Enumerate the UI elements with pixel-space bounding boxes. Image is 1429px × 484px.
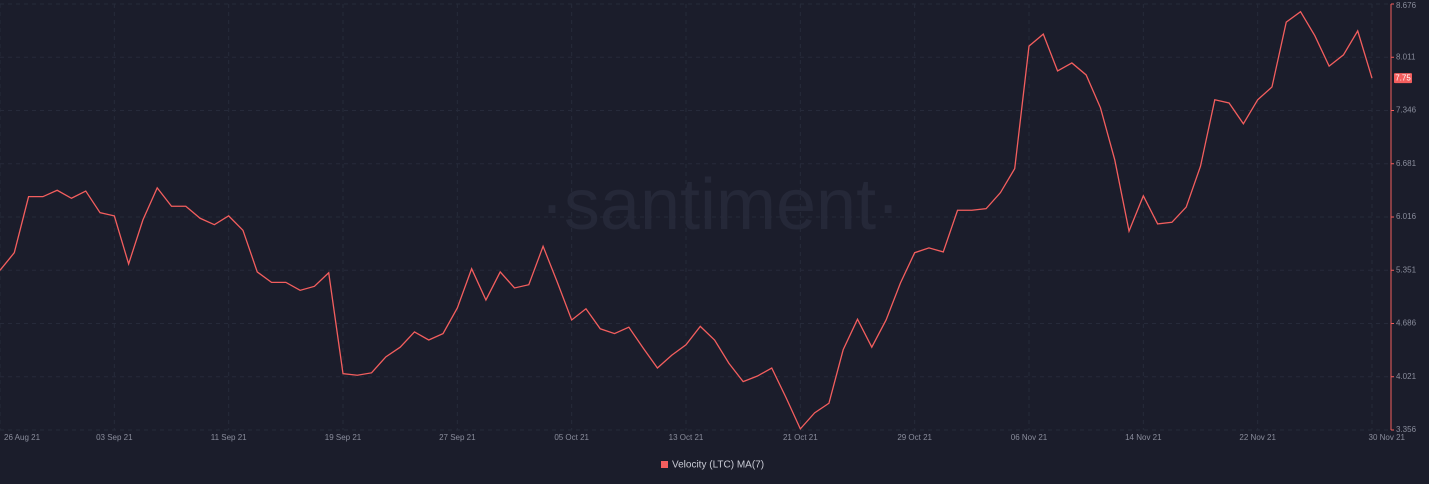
x-tick-label: 14 Nov 21 — [1125, 433, 1162, 442]
last-value-tag — [1394, 73, 1412, 84]
x-tick-label: 27 Sep 21 — [439, 433, 476, 442]
x-tick-label: 21 Oct 21 — [783, 433, 818, 442]
y-tick-label: 3.356 — [1396, 425, 1417, 434]
x-tick-label: 03 Sep 21 — [96, 433, 133, 442]
x-tick-label: 05 Oct 21 — [554, 433, 589, 442]
x-tick-label: 22 Nov 21 — [1239, 433, 1276, 442]
line — [0, 10, 1373, 431]
last-value-label: 7.75 — [1395, 73, 1411, 82]
x-tick-label: 19 Sep 21 — [325, 433, 362, 442]
legend-label: Velocity (LTC) MA(7) — [672, 460, 764, 471]
y-tick-label: 8.676 — [1396, 1, 1417, 10]
x-tick-label: 06 Nov 21 — [1011, 433, 1048, 442]
y-tick-label: 8.011 — [1396, 52, 1416, 61]
x-tick-label: 29 Oct 21 — [897, 433, 932, 442]
x-tick-label: 26 Aug 21 — [4, 433, 41, 442]
x-tick-label: 11 Sep 21 — [211, 433, 247, 442]
y-tick-label: 4.021 — [1396, 372, 1417, 381]
y-tick-label: 4.686 — [1396, 319, 1417, 328]
y-tick-label: 6.016 — [1396, 212, 1417, 221]
x-tick-label: 30 Nov 21 — [1369, 433, 1406, 442]
watermark: ·santiment· — [540, 165, 900, 245]
y-tick-label: 6.681 — [1396, 159, 1417, 168]
y-tick-label: 7.346 — [1396, 106, 1417, 115]
x-tick-label: 13 Oct 21 — [669, 433, 704, 442]
legend-swatch — [661, 461, 668, 468]
y-tick-label: 5.351 — [1396, 265, 1417, 274]
